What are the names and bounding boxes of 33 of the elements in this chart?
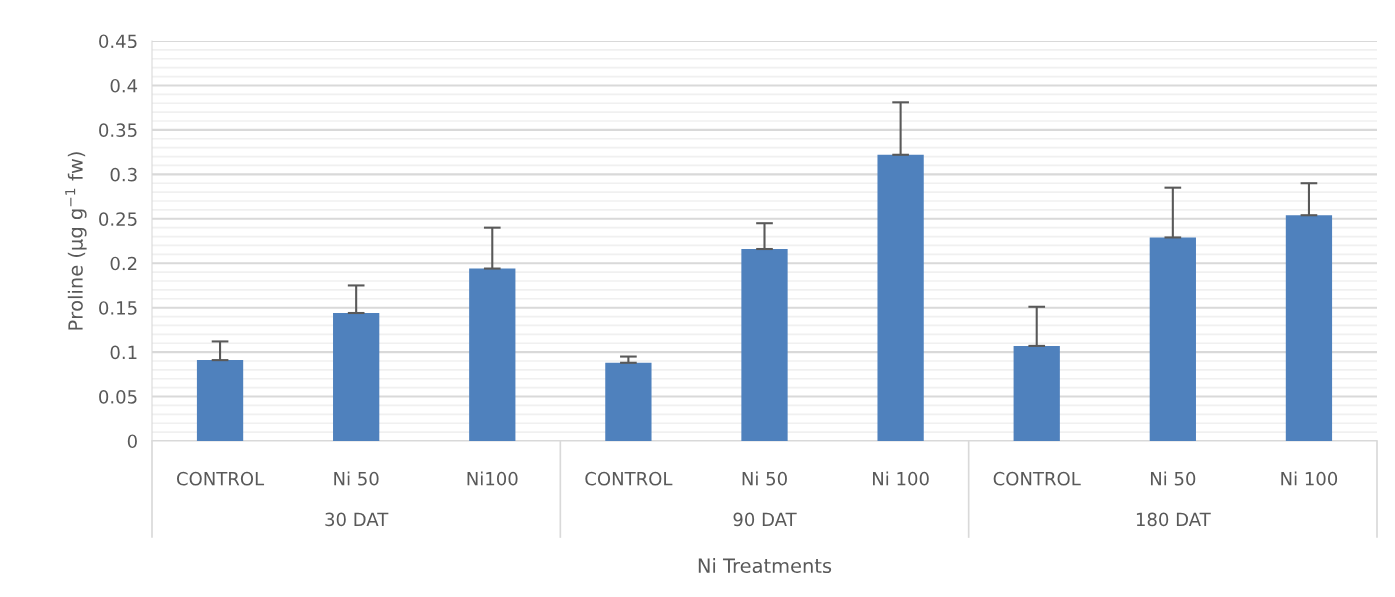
- x-axis-title: Ni Treatments: [698, 558, 832, 574]
- x-tick-label: Ni 50: [742, 471, 787, 486]
- y-tick-label: 0.15: [99, 301, 137, 315]
- y-tick-label: 0.35: [99, 123, 137, 138]
- x-tick-label: Ni 100: [1281, 471, 1338, 486]
- y-tick-label: 0.45: [99, 34, 137, 49]
- y-tick-label: 0.25: [99, 212, 137, 226]
- x-tick-label: Ni 50: [334, 471, 379, 486]
- y-axis-title: Proline (µg g$^{−1}$ fw): [65, 152, 87, 330]
- x-tick-label: Ni100: [467, 471, 518, 486]
- text: 30 DAT: [325, 512, 389, 527]
- bar: [469, 268, 516, 441]
- y-tick-label: 0.05: [99, 390, 137, 404]
- bar: [877, 154, 924, 441]
- bar: [1149, 237, 1196, 441]
- y-tick-label: 0.3: [110, 167, 137, 182]
- x-tick-label: Ni 50: [1150, 471, 1196, 486]
- y-tick-label: 0: [127, 434, 137, 449]
- x-tick-label: CONTROL: [176, 471, 265, 486]
- text: 90 DAT: [733, 512, 797, 527]
- bar: [605, 362, 652, 441]
- bar: [1285, 215, 1333, 441]
- x-tick-label: CONTROL: [993, 471, 1081, 486]
- y-tick-label: 0.1: [110, 345, 137, 360]
- text: 180 DAT: [1136, 512, 1211, 527]
- y-tick-label: 0.2: [110, 256, 137, 271]
- y-tick-label: 0.4: [110, 78, 138, 93]
- bar: [333, 313, 380, 441]
- bar: [741, 249, 788, 441]
- x-tick-label: Ni 100: [873, 471, 929, 486]
- bar: [1013, 345, 1060, 441]
- bar: [196, 360, 244, 441]
- x-tick-label: CONTROL: [585, 471, 673, 486]
